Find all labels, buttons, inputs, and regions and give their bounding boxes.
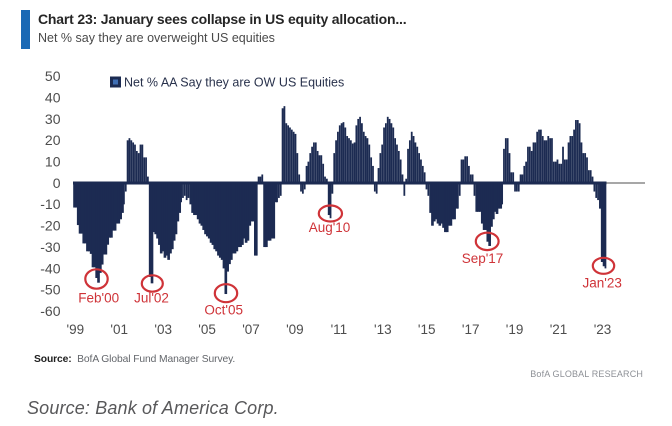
svg-text:0: 0 [53,175,61,191]
svg-text:'19: '19 [506,322,524,337]
svg-text:Oct'05: Oct'05 [204,303,243,318]
svg-text:'01: '01 [110,322,128,337]
svg-text:-20: -20 [40,218,60,234]
svg-text:10: 10 [45,154,61,170]
svg-text:Net % AA Say they are OW US Eq: Net % AA Say they are OW US Equities [124,76,344,90]
svg-text:Sep'17: Sep'17 [462,251,504,266]
svg-text:Aug'10: Aug'10 [309,220,351,235]
svg-text:-10: -10 [40,196,60,212]
svg-text:-60: -60 [40,303,60,319]
svg-text:'23: '23 [594,322,612,337]
svg-text:'11: '11 [331,322,348,337]
svg-text:-30: -30 [40,239,60,255]
svg-text:30: 30 [45,111,61,127]
svg-text:Feb'00: Feb'00 [78,291,119,306]
svg-text:'07: '07 [242,322,260,337]
svg-text:'13: '13 [374,322,392,337]
svg-text:Jan'23: Jan'23 [583,276,622,291]
svg-text:50: 50 [45,68,61,84]
svg-text:'05: '05 [198,322,216,337]
svg-text:-40: -40 [40,260,60,276]
svg-text:'99: '99 [67,322,85,337]
svg-text:'21: '21 [550,322,568,337]
svg-text:'15: '15 [418,322,436,337]
svg-text:20: 20 [45,132,61,148]
svg-text:40: 40 [45,90,61,106]
svg-text:'03: '03 [154,322,172,337]
svg-text:-50: -50 [40,282,60,298]
svg-text:Jul'02: Jul'02 [134,291,169,306]
svg-text:'17: '17 [462,322,480,337]
svg-text:'09: '09 [286,322,304,337]
